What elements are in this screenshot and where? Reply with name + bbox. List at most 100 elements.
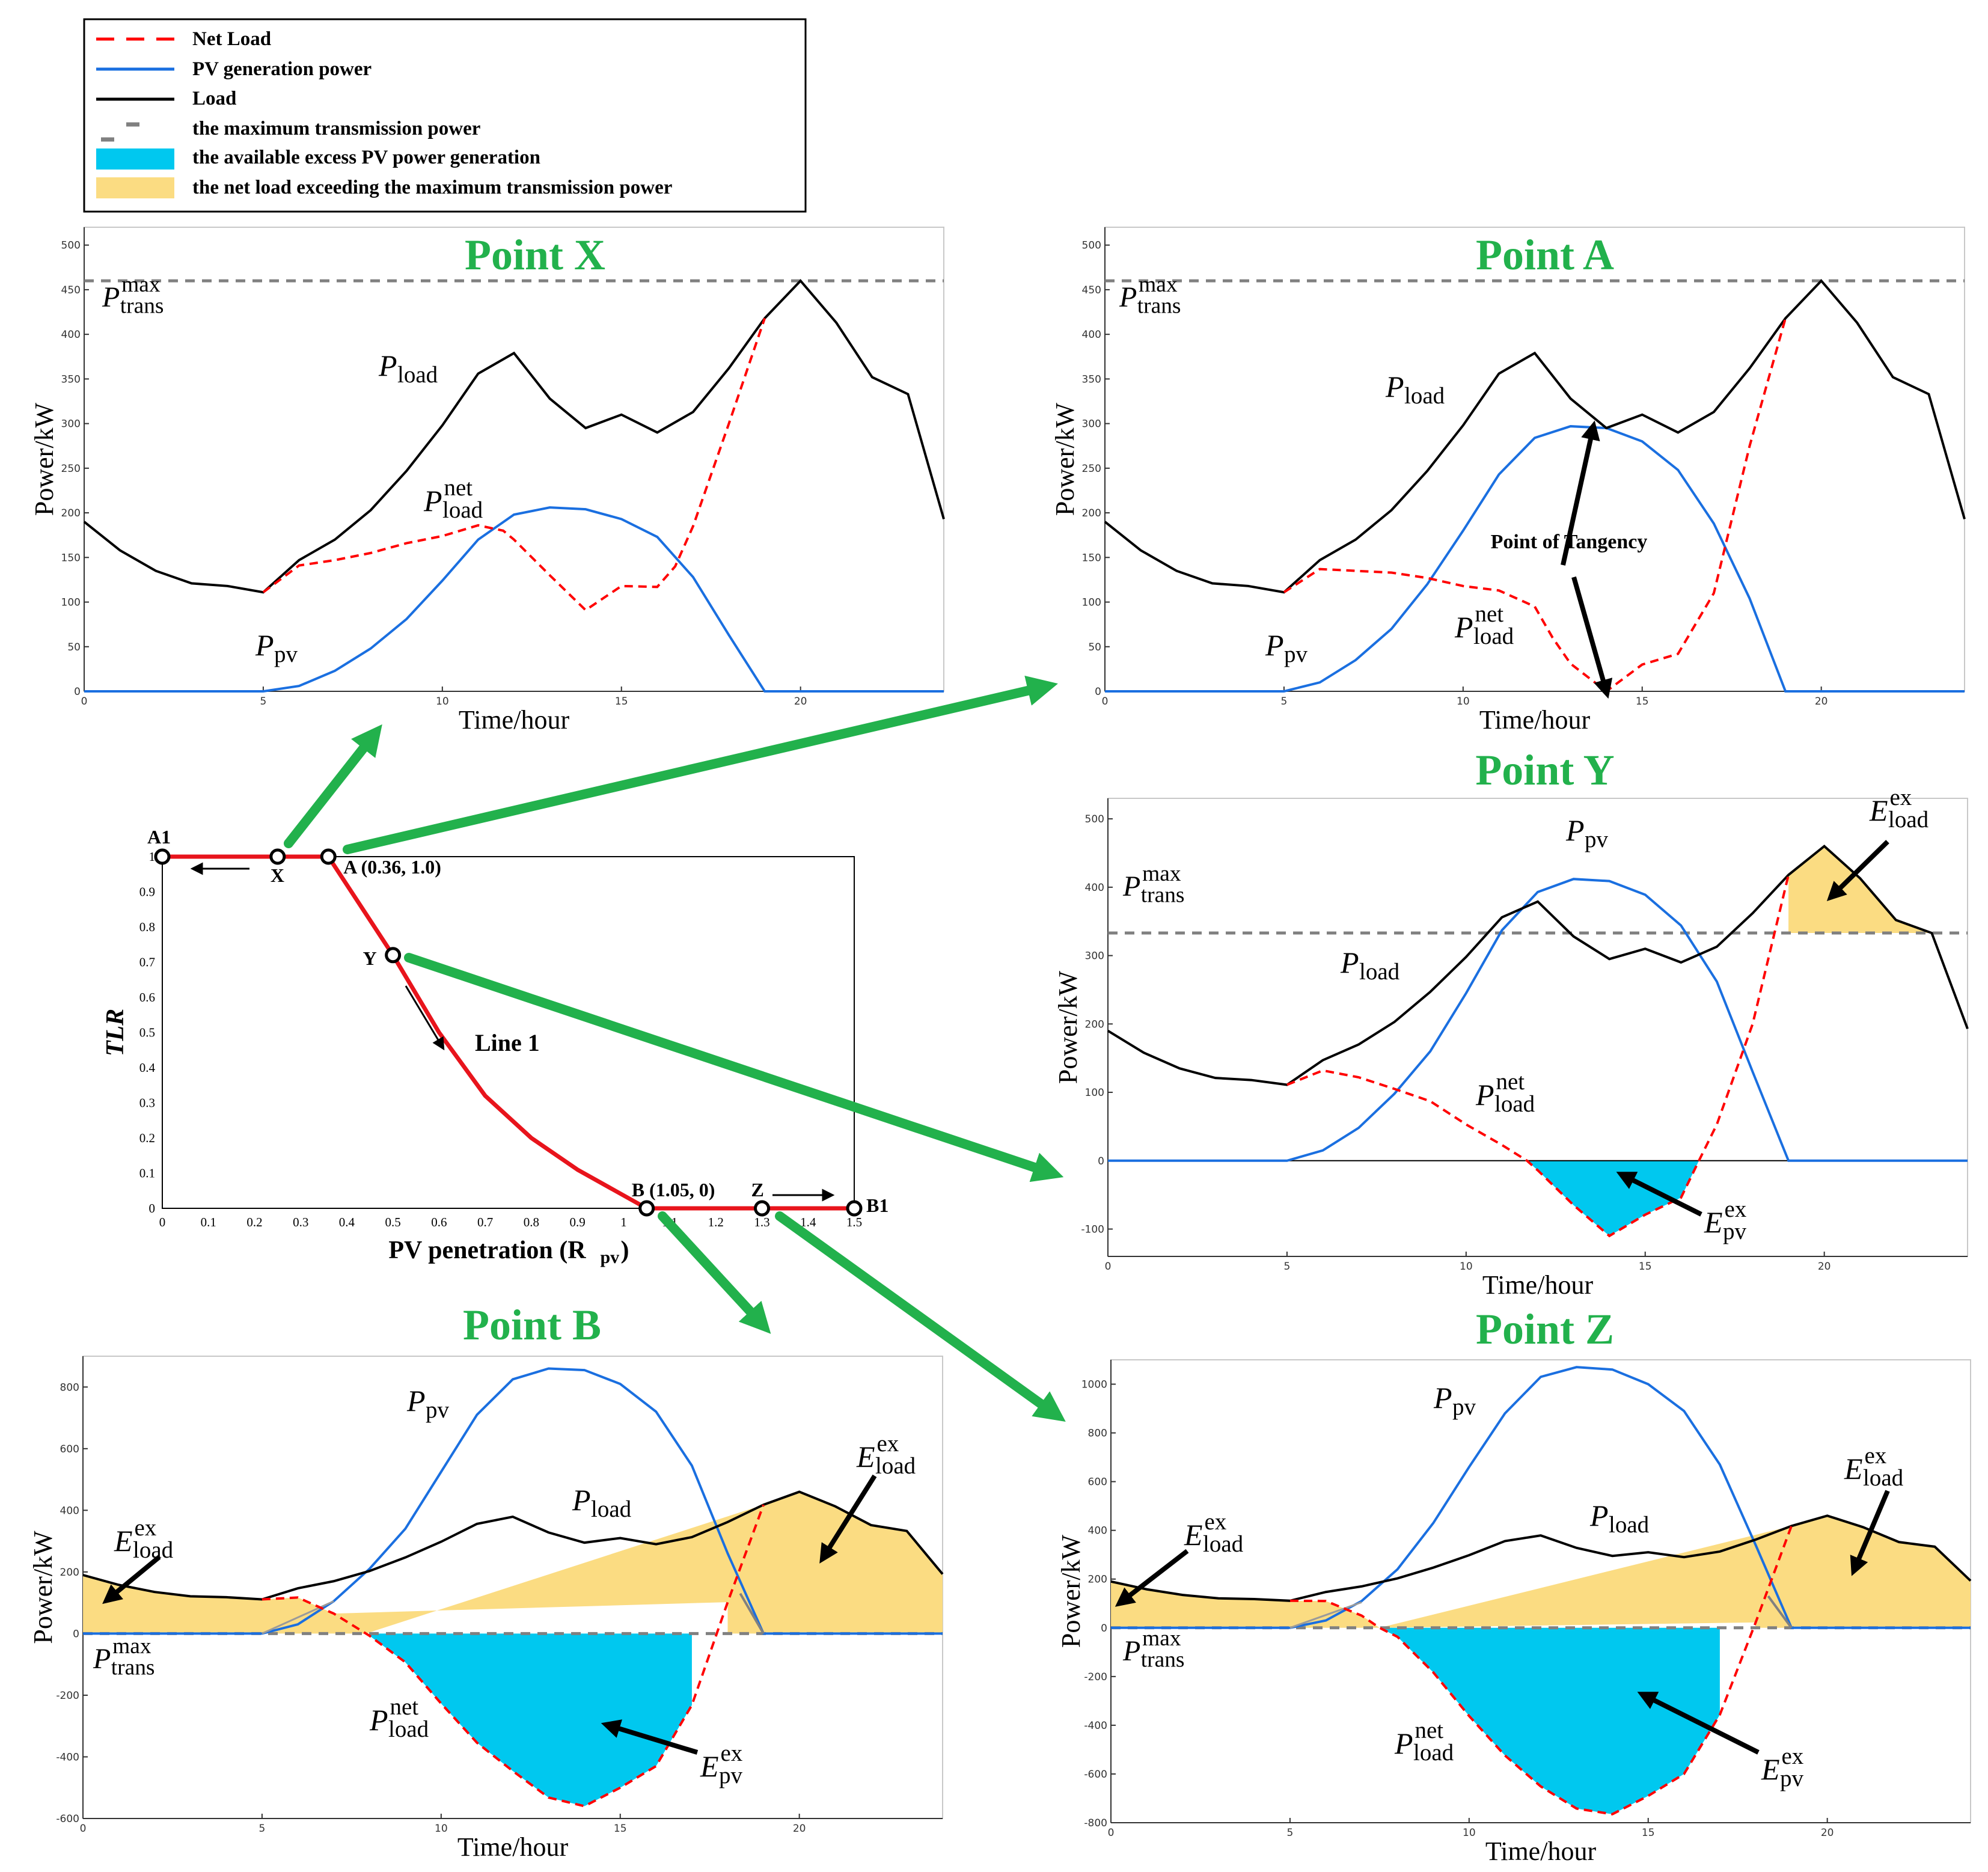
label-net-z-sub: load (1413, 1740, 1454, 1766)
panel-point-x: 0 5 10 15 20050100150200250300350400450500Ti… (29, 227, 945, 735)
load-line-z (1110, 1514, 1972, 1602)
pv-line-z (1111, 1366, 1971, 1629)
y-tick-label: 600 (60, 1443, 79, 1455)
legend-label-trans: the maximum transmission power (192, 118, 480, 139)
label-epv-b-main: E (700, 1749, 719, 1783)
x-tick-label: 5 (1287, 1827, 1294, 1839)
panel-title-x: Point X (465, 231, 605, 279)
tlr-point-label-a: A (0.36, 1.0) (343, 856, 441, 878)
label-net-z-main: P (1394, 1727, 1413, 1760)
y-tick-label: -100 (1081, 1224, 1104, 1236)
net-load-line-y (1286, 874, 1790, 1238)
x-axis-label-b: Time/hour (457, 1832, 569, 1862)
tlr-x-tick-label: 0 (159, 1215, 166, 1229)
label-eload-b-sub: load (133, 1537, 174, 1563)
y-tick-label: 150 (61, 552, 81, 564)
legend-swatch-excess-pv (96, 148, 174, 170)
tlr-x-tick-label: 0.1 (201, 1215, 216, 1229)
x-axis-label-a: Time/hour (1479, 705, 1591, 735)
x-tick-label: 0 (80, 1823, 87, 1835)
pv-start-gray-b (261, 1600, 334, 1635)
y-tick-label: 0 (73, 1628, 79, 1640)
y-tick-label: 0 (74, 686, 81, 698)
tlr-y-tick-label: 0.8 (139, 920, 155, 934)
label-eload-b-main: E (114, 1524, 133, 1558)
legend-box (83, 18, 807, 213)
tlr-y-tick-label: 0.9 (139, 885, 155, 899)
y-tick-label: -800 (1084, 1817, 1107, 1829)
label-trans-y-sub: trans (1141, 883, 1185, 908)
panel-point-z: 0 5 10 15 20 -800 -600 -400 -200 0 200 400 600 800 100… (1056, 1305, 1972, 1866)
x-tick-label: 5 (1281, 696, 1288, 708)
tlr-point-label-x: X (271, 864, 284, 886)
label-trans-b-sub: trans (111, 1656, 155, 1680)
label-trans-x-sup: max (121, 272, 161, 297)
label-load-z-main: P (1589, 1499, 1609, 1532)
connector-arrows (284, 675, 1066, 1422)
label-epv-z-main: E (1761, 1752, 1780, 1786)
label-epv-y-main: E (1704, 1205, 1723, 1239)
y-tick-label: 450 (1082, 284, 1101, 296)
label-epv-y-sub: pv (1723, 1219, 1747, 1244)
tlr-y-tick-label: 0.2 (139, 1131, 155, 1145)
y-tick-label: 200 (1085, 1018, 1104, 1030)
x-tick-label: 0 (1102, 696, 1109, 708)
pv-line-a (1105, 425, 1965, 693)
excess-pv-area-y (1527, 1160, 1699, 1236)
y-tick-label: 800 (60, 1381, 79, 1393)
y-tick-label: 200 (61, 507, 81, 519)
label-net-x-sub: load (442, 497, 483, 523)
legend: Net Load PV generation power Load the ma… (83, 18, 807, 213)
x-tick-label: 20 (1818, 1261, 1831, 1273)
y-tick-label: 100 (1082, 597, 1101, 609)
x-tick-label: 10 (1463, 1827, 1476, 1839)
y-tick-label: 200 (1082, 507, 1101, 519)
tlr-y-axis-label: TLR (102, 1009, 129, 1056)
exceed-load-area-evening-y (1788, 846, 1968, 934)
x-tick-label: 15 (1642, 1827, 1655, 1839)
panel-point-b: 0 5 10 15 20 -600 -400 -200 0 200 400 600 800 Time/ho… (28, 1301, 944, 1862)
label-trans-a-main: P (1119, 281, 1137, 313)
y-tick-label: 500 (61, 240, 81, 252)
y-tick-label: 500 (1085, 813, 1104, 825)
tlr-y-tick-label: 0.5 (139, 1026, 155, 1040)
y-tick-label: -400 (1084, 1720, 1107, 1732)
label-load-b-main: P (572, 1483, 591, 1517)
label-eload2-z-main: E (1844, 1452, 1863, 1485)
label-net-a-main: P (1454, 610, 1473, 644)
tlr-x-tick-label: 0.4 (339, 1215, 355, 1229)
tlr-x-tick-label: 0.6 (431, 1215, 447, 1229)
y-axis-label-b: Power/kW (28, 1531, 58, 1644)
tlr-line-1 (162, 854, 854, 1211)
tlr-point-label-z: Z (751, 1179, 764, 1201)
label-trans-b-sup: max (112, 1634, 151, 1659)
annotation-arrow-y (1826, 840, 1889, 901)
pv-start-gray-z (1289, 1601, 1362, 1629)
x-tick-label: 5 (260, 696, 267, 708)
label-load-b-sub: load (591, 1496, 632, 1522)
pv-line-b (83, 1367, 943, 1635)
net-load-line-a (1283, 317, 1787, 693)
label-trans-z-sub: trans (1141, 1648, 1185, 1672)
label-eload-z-main: E (1184, 1518, 1203, 1552)
label-epv-z-sub: pv (1780, 1766, 1804, 1791)
tlr-x-tick-label: 0.9 (569, 1215, 585, 1229)
y-tick-label: 1000 (1081, 1379, 1107, 1391)
annotation-arrow-z (1115, 1549, 1189, 1607)
y-axis-label-a: Power/kW (1050, 402, 1080, 516)
panel-title-b: Point B (463, 1301, 601, 1349)
label-trans-a-sub: trans (1137, 294, 1181, 319)
label-net-a-sup: net (1475, 601, 1504, 627)
tlr-x-axis-label-end: ) (621, 1237, 629, 1264)
excess-pv-area-z (1379, 1627, 1720, 1814)
tlr-x-tick-label: 1.2 (708, 1215, 724, 1229)
label-eload-b-sup: ex (135, 1515, 157, 1541)
y-tick-label: 400 (61, 329, 81, 341)
legend-swatch-exceed-load (96, 177, 174, 198)
